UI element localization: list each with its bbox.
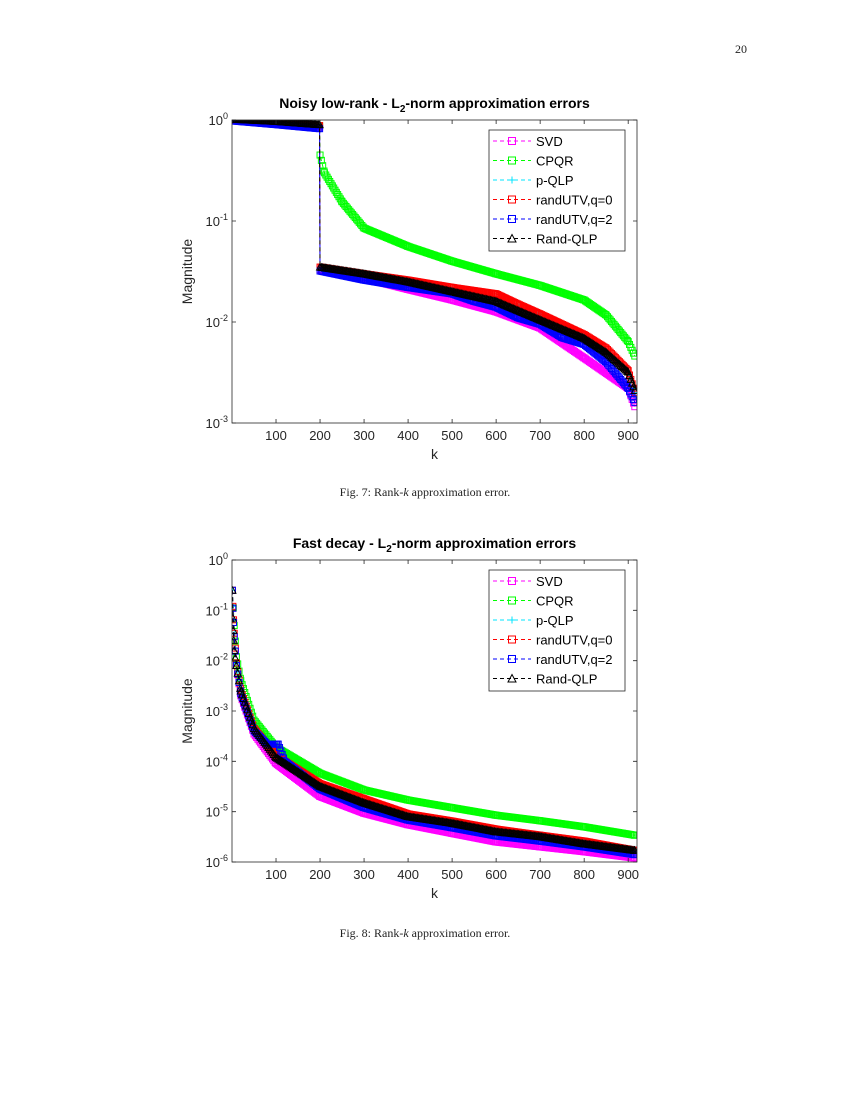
chart-noisy-low-rank: Noisy low-rank - L2-norm approximation e…: [179, 95, 639, 462]
title-text: -norm approximation errors: [392, 535, 577, 551]
legend-label: randUTV,q=0: [536, 633, 613, 648]
y-tick-label: 10-1: [206, 601, 228, 618]
title-text: -norm approximation errors: [405, 95, 590, 111]
tick-base: 10: [209, 553, 223, 568]
y-axis-label: Magnitude: [179, 678, 195, 744]
tick-base: 10: [206, 754, 220, 769]
x-tick-label: 900: [617, 867, 639, 882]
chart-fast-decay: Fast decay - L2-norm approximation error…: [179, 535, 639, 901]
tick-base: 10: [206, 603, 220, 618]
tick-exponent: 0: [223, 551, 228, 561]
data-point: [601, 311, 609, 319]
legend: SVD CPQR p-QLP randUTV,q=0 randUTV,q=2 Rand-Q…: [488, 569, 626, 692]
title-text: Fast decay - L: [293, 535, 387, 551]
tick-exponent: -3: [220, 702, 228, 712]
tick-base: 10: [206, 654, 220, 669]
y-tick-label: 10-5: [206, 803, 228, 820]
legend-label: SVD: [536, 574, 563, 589]
figure-caption-8: Fig. 8: Rank-k approximation error.: [0, 926, 850, 941]
x-tick-label: 600: [485, 867, 507, 882]
legend-label: Rand-QLP: [536, 672, 597, 687]
y-tick-label: 10-4: [206, 752, 228, 769]
tick-base: 10: [206, 855, 220, 870]
tick-exponent: -1: [220, 601, 228, 611]
legend-label: randUTV,q=2: [536, 652, 613, 667]
data-point: [623, 337, 631, 345]
x-tick-label: 700: [529, 867, 551, 882]
chart-title: Noisy low-rank - L2-norm approximation e…: [279, 95, 590, 115]
y-tick-label: 10-6: [206, 853, 228, 870]
y-tick-label: 10-3: [206, 702, 228, 719]
chart-title: Fast decay - L2-norm approximation error…: [293, 535, 577, 555]
title-subscript: 2: [400, 104, 406, 115]
y-tick-label: 100: [209, 551, 228, 568]
x-tick-label: 300: [353, 867, 375, 882]
y-tick-label: 10-2: [206, 652, 228, 669]
caption-text: Fig. 8: Rank-: [339, 926, 404, 940]
x-tick-label: 800: [573, 867, 595, 882]
x-tick-label: 400: [397, 867, 419, 882]
tick-base: 10: [206, 805, 220, 820]
legend-label: p-QLP: [536, 613, 574, 628]
tick-exponent: -5: [220, 803, 228, 813]
data-point: [631, 403, 637, 411]
x-tick-label: 200: [309, 867, 331, 882]
x-tick-label: 100: [265, 867, 287, 882]
tick-exponent: -4: [220, 752, 228, 762]
data-point: [631, 352, 637, 360]
x-axis-label: k: [431, 885, 439, 901]
caption-text: approximation error.: [408, 926, 511, 940]
tick-exponent: -6: [220, 853, 228, 863]
data-point: [317, 156, 325, 164]
tick-exponent: -2: [220, 652, 228, 662]
plot-area: [232, 120, 637, 411]
page-number: 20: [735, 42, 747, 56]
x-tick-label: 500: [441, 867, 463, 882]
legend-label: CPQR: [536, 594, 574, 609]
tick-base: 10: [206, 704, 220, 719]
title-text: Noisy low-rank - L: [279, 95, 400, 111]
